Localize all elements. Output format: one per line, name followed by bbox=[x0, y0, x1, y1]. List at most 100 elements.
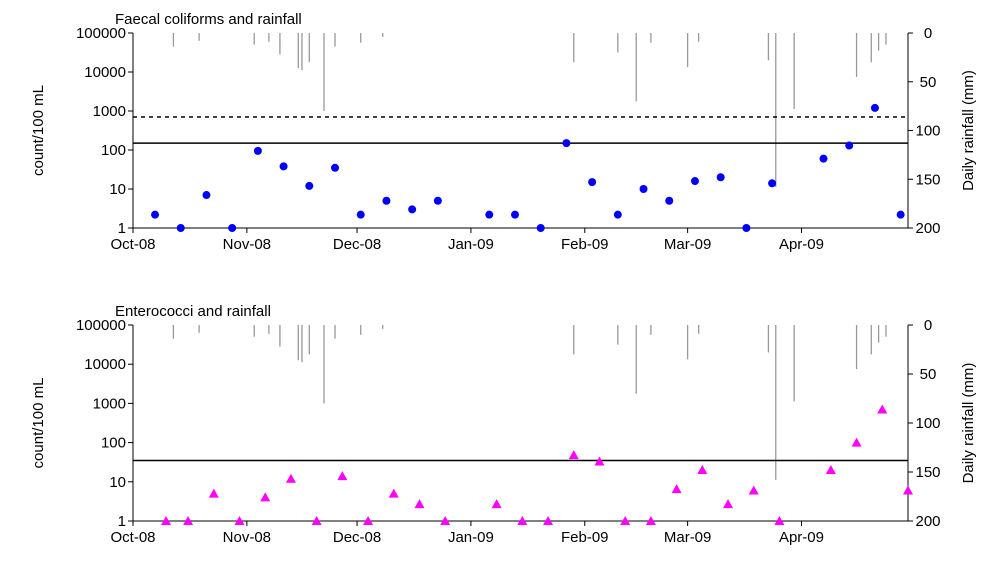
x-tick-label: Apr-09 bbox=[779, 529, 824, 546]
x-tick-label: Mar-09 bbox=[664, 529, 712, 546]
data-point bbox=[253, 146, 262, 155]
data-point bbox=[768, 179, 777, 188]
data-point bbox=[208, 488, 219, 498]
data-point bbox=[562, 139, 571, 148]
data-point bbox=[877, 404, 888, 414]
data-point bbox=[819, 154, 828, 163]
y-axis-label: count/100 mL bbox=[30, 85, 47, 176]
x-tick-label: Dec-08 bbox=[333, 529, 381, 546]
data-point bbox=[331, 163, 340, 172]
y2-tick-label: 50 bbox=[920, 74, 937, 91]
data-point bbox=[896, 210, 905, 219]
data-point bbox=[176, 224, 185, 232]
data-point bbox=[228, 224, 237, 232]
data-point bbox=[742, 224, 751, 232]
data-point bbox=[613, 210, 622, 219]
data-point bbox=[594, 456, 605, 466]
x-tick-label: Mar-09 bbox=[664, 236, 712, 253]
data-point bbox=[639, 185, 648, 193]
data-point bbox=[151, 210, 160, 219]
data-point bbox=[285, 473, 296, 483]
chart-title: Enterococci and rainfall bbox=[115, 303, 271, 320]
y-tick-label: 10 bbox=[109, 474, 126, 491]
data-point bbox=[279, 162, 288, 171]
y-tick-label: 1000 bbox=[93, 103, 126, 120]
x-tick-label: Jan-09 bbox=[448, 529, 494, 546]
data-point bbox=[870, 103, 879, 112]
data-point bbox=[440, 516, 451, 525]
data-point bbox=[697, 464, 708, 474]
data-point bbox=[716, 173, 725, 182]
y2-tick-label: 100 bbox=[915, 415, 940, 432]
data-point bbox=[645, 516, 656, 525]
data-point bbox=[665, 196, 674, 205]
data-point bbox=[491, 499, 502, 509]
data-point bbox=[536, 224, 545, 232]
y2-tick-label: 50 bbox=[920, 366, 937, 383]
data-point bbox=[388, 488, 399, 498]
data-point bbox=[337, 471, 348, 481]
y-tick-label: 1 bbox=[118, 220, 126, 237]
x-tick-label: Jan-09 bbox=[448, 236, 494, 253]
data-point bbox=[234, 516, 245, 525]
data-point bbox=[903, 485, 913, 495]
y2-tick-label: 150 bbox=[915, 171, 940, 188]
chart-title: Faecal coliforms and rainfall bbox=[115, 11, 302, 28]
x-tick-label: Feb-09 bbox=[561, 236, 609, 253]
y2-axis-label: Daily rainfall (mm) bbox=[960, 70, 977, 191]
y-tick-label: 10000 bbox=[84, 356, 126, 373]
data-point bbox=[202, 191, 211, 200]
data-point bbox=[543, 516, 554, 525]
data-point bbox=[671, 484, 682, 494]
data-point bbox=[825, 464, 836, 474]
data-point bbox=[723, 499, 734, 509]
data-point bbox=[510, 210, 519, 219]
data-point bbox=[408, 205, 417, 214]
data-point bbox=[690, 177, 699, 186]
data-point bbox=[260, 492, 271, 502]
data-point bbox=[845, 141, 854, 150]
faecal-coliforms-panel: 1 10 100 1000 10000 100000 0 50 100 150 200 Oct-08 N… bbox=[30, 11, 977, 253]
data-point bbox=[305, 181, 314, 190]
data-point bbox=[517, 516, 528, 525]
data-point bbox=[414, 499, 425, 509]
data-point bbox=[183, 516, 194, 525]
y2-axis-label: Daily rainfall (mm) bbox=[960, 363, 977, 484]
y-tick-label: 10000 bbox=[84, 64, 126, 81]
data-point bbox=[620, 516, 631, 525]
y2-tick-label: 100 bbox=[915, 123, 940, 140]
y2-tick-label: 150 bbox=[915, 464, 940, 481]
enterococci-panel: 1 10 100 1000 10000 100000 0 50 100 150 200 Oct-08 N… bbox=[30, 303, 977, 546]
data-point bbox=[851, 437, 862, 447]
data-point bbox=[161, 516, 172, 525]
y-tick-label: 1000 bbox=[93, 395, 126, 412]
data-point bbox=[363, 516, 374, 525]
data-point bbox=[311, 516, 322, 525]
data-point bbox=[485, 210, 494, 219]
x-tick-label: Apr-09 bbox=[779, 236, 824, 253]
data-point bbox=[748, 485, 759, 495]
y-tick-label: 1 bbox=[118, 513, 126, 530]
y-axis-label: count/100 mL bbox=[30, 378, 47, 469]
y2-tick-label: 200 bbox=[915, 220, 940, 237]
x-tick-label: Nov-08 bbox=[223, 236, 271, 253]
y-tick-label: 100000 bbox=[76, 317, 126, 334]
y-tick-label: 100 bbox=[101, 142, 126, 159]
data-point bbox=[568, 450, 579, 460]
data-point bbox=[433, 196, 442, 205]
y2-tick-label: 0 bbox=[924, 25, 932, 42]
y-tick-label: 10 bbox=[109, 181, 126, 198]
data-point bbox=[382, 196, 391, 205]
x-tick-label: Oct-08 bbox=[110, 236, 155, 253]
x-tick-label: Oct-08 bbox=[110, 529, 155, 546]
data-point bbox=[588, 178, 597, 187]
x-tick-label: Dec-08 bbox=[333, 236, 381, 253]
data-point bbox=[356, 210, 365, 219]
y2-tick-label: 0 bbox=[924, 317, 932, 334]
y2-tick-label: 200 bbox=[915, 513, 940, 530]
data-point bbox=[774, 516, 785, 525]
y-tick-label: 100 bbox=[101, 435, 126, 452]
x-tick-label: Nov-08 bbox=[223, 529, 271, 546]
